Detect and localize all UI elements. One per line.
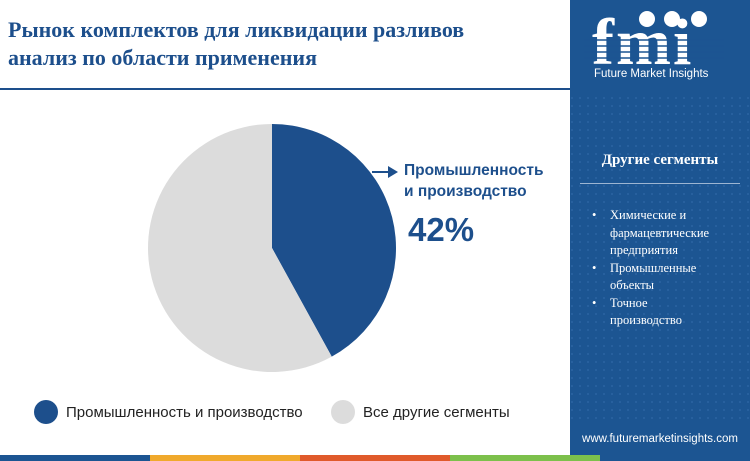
other-segments-divider bbox=[580, 183, 740, 184]
callout-label: Промышленность и производство bbox=[404, 160, 544, 202]
fmi-logo-icon: fmi bbox=[584, 6, 724, 79]
list-item-line: производство bbox=[610, 313, 682, 327]
other-segments-heading: Другие сегменты bbox=[601, 152, 719, 168]
legend-swatch-industry bbox=[34, 400, 58, 424]
list-item-line: Точное bbox=[610, 295, 648, 310]
callout-value: 42% bbox=[408, 211, 475, 248]
other-segments-list: • Химические и фармацевтические предприя… bbox=[592, 207, 742, 330]
callout-label-line-1: Промышленность bbox=[404, 162, 544, 179]
pie-slice-other bbox=[147, 124, 332, 372]
list-item-line: фармацевтические bbox=[610, 225, 710, 240]
list-item: • Точное производство bbox=[592, 295, 742, 330]
sidebar-panel: fmi Future Market Insights Другие сегмен… bbox=[570, 0, 750, 461]
footer-color-segment bbox=[600, 455, 750, 461]
legend-label-industry: Промышленность и производство bbox=[66, 403, 303, 421]
legend-label-other: Все другие сегменты bbox=[363, 403, 510, 421]
chart-title-line-1: Рынок комплектов для ликвидации разливов bbox=[8, 17, 465, 42]
footer-color-segment bbox=[450, 455, 600, 461]
legend-item-other: Все другие сегменты bbox=[331, 400, 510, 424]
website-link[interactable]: www.futuremarketinsights.com bbox=[582, 433, 738, 445]
chart-title-line-2: анализ по области применения bbox=[8, 45, 317, 70]
sidebar-dot-pattern bbox=[570, 95, 750, 425]
legend-swatch-other bbox=[331, 400, 355, 424]
callout-label-line-2: и производство bbox=[404, 183, 527, 200]
callout-arrow-icon bbox=[388, 166, 398, 178]
title-divider bbox=[0, 88, 570, 90]
chart-title: Рынок комплектов для ликвидации разливов… bbox=[8, 16, 563, 72]
fmi-logo-subtitle: Future Market Insights bbox=[594, 68, 709, 80]
footer-color-segment bbox=[0, 455, 150, 461]
legend-item-industry: Промышленность и производство bbox=[34, 400, 303, 424]
pie-slice-industry bbox=[272, 124, 396, 357]
bullet-icon: • bbox=[592, 260, 597, 275]
list-item-line: предприятия bbox=[610, 243, 678, 257]
list-item-line: Химические и bbox=[610, 208, 687, 222]
footer-color-segment bbox=[300, 455, 450, 461]
footer-color-segment bbox=[150, 455, 300, 461]
list-item-line: объекты bbox=[610, 278, 655, 292]
bullet-icon: • bbox=[592, 208, 597, 222]
list-item-line: Промышленные bbox=[610, 260, 697, 275]
pie-chart bbox=[147, 124, 398, 372]
fmi-logo: fmi bbox=[584, 6, 724, 79]
bullet-icon: • bbox=[592, 295, 597, 310]
footer-color-bar bbox=[0, 455, 750, 461]
list-item: • Химические и фармацевтические предприя… bbox=[592, 207, 742, 260]
list-item: • Промышленные объекты bbox=[592, 260, 742, 295]
